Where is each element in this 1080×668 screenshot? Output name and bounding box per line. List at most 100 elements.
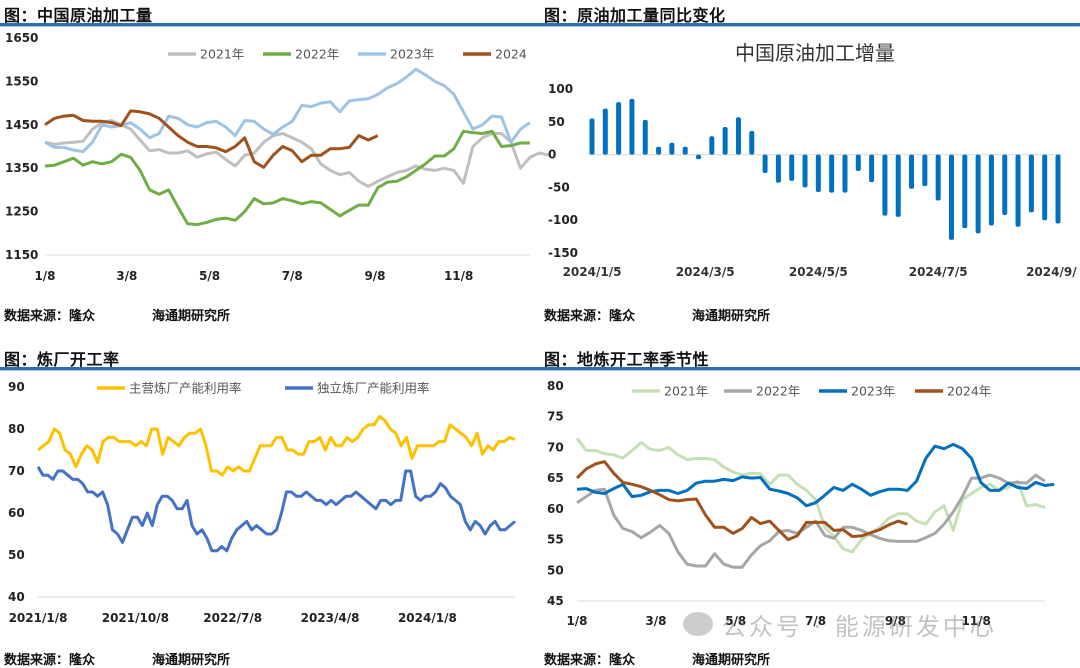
bar [642,119,648,155]
bar [935,154,941,201]
panel-title-crude-throughput: 图：中国原油加工量 [4,6,153,25]
title-divider-bottom [0,367,1080,371]
x-tick-label: 9/8 [885,614,906,628]
bar [1042,154,1048,221]
y-tick-label: 45 [547,594,564,608]
x-tick-label: 1/8 [34,269,55,283]
bar [602,108,608,155]
series-line [576,473,1046,569]
bar [749,130,755,155]
series-line [37,414,516,477]
legend-label: 2021年 [664,384,708,399]
bar [1028,154,1034,213]
series-line [44,119,550,188]
panel-title-refinery-utilization: 图：炼厂开工率 [4,350,120,369]
x-tick-label: 2024/7/5 [909,265,968,279]
title-divider-top [0,23,1080,27]
y-tick-label: 1150 [5,248,38,262]
y-tick-label: 65 [547,471,564,485]
legend-label: 2023年 [390,47,434,62]
bar [656,146,662,155]
bar [696,154,702,160]
org-note-p4: 海通期研究所 [692,653,771,668]
y-tick-label: 60 [8,506,25,520]
series-line [575,437,1046,554]
x-tick-label: 1/8 [566,614,587,628]
legend-label: 2024 [495,47,527,62]
bar [1015,154,1021,227]
bar [988,154,994,226]
x-tick-label: 2021/1/8 [9,611,68,625]
watermark: 公众号 · 能源研发中心 [722,613,997,641]
org-note-p1: 海通期研究所 [152,309,231,324]
y-tick-label: 100 [548,82,573,96]
bar [895,154,901,217]
bar [882,154,888,216]
bar [842,154,848,193]
legend-label: 2023年 [851,384,895,399]
y-tick-label: 75 [547,410,564,424]
x-tick-label: 2021/10/8 [102,611,169,625]
bar [722,127,728,155]
org-note-p3: 海通期研究所 [152,653,231,668]
y-tick-label: 60 [547,502,564,516]
bar [869,154,875,183]
bar [802,154,808,188]
y-tick-label: 55 [547,533,564,547]
bar [829,154,835,193]
y-tick-label: 70 [547,440,564,454]
x-tick-label: 3/8 [645,614,666,628]
bar [922,154,928,187]
bar [762,154,768,173]
y-tick-label: 50 [547,563,564,577]
bar [735,117,741,155]
series-line [44,109,379,169]
panel-title-teapot-seasonality: 图：地炼开工率季节性 [544,350,710,369]
legend-label: 2024年 [947,384,991,399]
series-line [575,460,908,542]
panel-title-throughput-yoy: 图：原油加工量同比变化 [544,6,726,25]
bar [669,142,675,155]
y-tick-label: 80 [547,379,564,393]
y-tick-label: 80 [8,422,25,436]
x-tick-label: 2024/9/ [1026,265,1077,279]
bar [1002,154,1008,215]
x-tick-label: 7/8 [282,269,303,283]
y-tick-label: 90 [8,380,25,394]
y-tick-label: -150 [548,246,578,260]
bar [629,98,635,155]
legend-label: 2022年 [756,384,800,399]
y-tick-label: 40 [8,590,25,604]
bar [815,154,821,192]
series-line [36,466,516,553]
bar [1055,154,1061,224]
x-tick-label: 5/8 [199,269,220,283]
source-note-p2: 数据来源：隆众 [544,309,636,324]
chart-title: 中国原油加工增量 [735,41,895,65]
bar [962,154,968,229]
legend-label: 2022年 [295,47,339,62]
y-tick-label: 1250 [5,205,38,219]
y-tick-label: -50 [548,180,570,194]
bar [775,154,781,183]
bar [616,102,622,155]
source-note-p1: 数据来源：隆众 [4,309,96,324]
bar [709,136,715,155]
y-tick-label: -100 [548,213,578,227]
x-tick-label: 2024/1/8 [398,611,457,625]
x-tick-label: 3/8 [116,269,137,283]
legend-label: 2021年 [200,47,244,62]
series-line [44,129,530,227]
y-tick-label: 50 [8,548,25,562]
x-tick-label: 9/8 [364,269,385,283]
bar [789,154,795,181]
x-tick-label: 11/8 [444,269,473,283]
y-tick-label: 1450 [5,118,38,132]
y-tick-label: 50 [548,115,565,129]
series-line [44,67,531,154]
bar [909,154,915,189]
x-tick-label: 2024/1/5 [563,265,622,279]
org-note-p2: 海通期研究所 [692,309,771,324]
bar [975,154,981,234]
